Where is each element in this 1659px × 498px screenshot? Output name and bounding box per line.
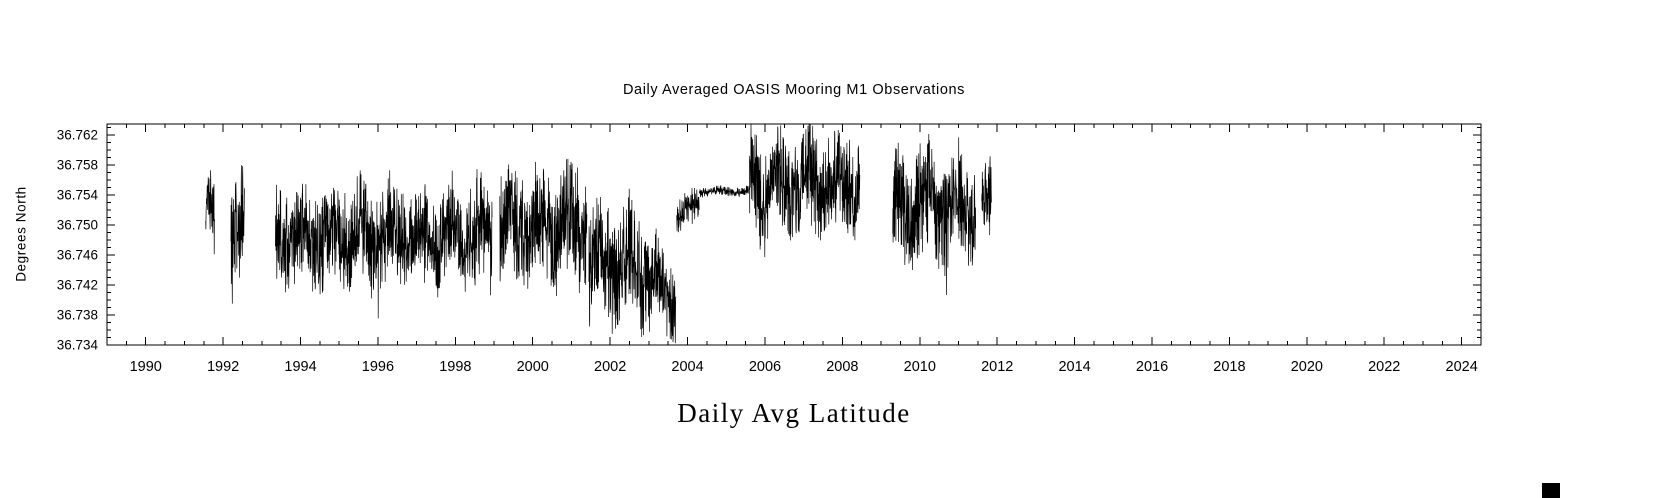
x-tick-label: 1994 [284,359,316,375]
x-tick-label: 2004 [671,359,703,375]
data-series-segment [749,124,861,258]
chart-title: Daily Averaged OASIS Mooring M1 Observat… [622,82,966,98]
data-series-segment [499,158,588,297]
data-series-segment [892,133,977,296]
x-tick-label: 1996 [362,359,394,375]
x-tick-label: 1992 [207,359,239,375]
black-corner-marker [1542,483,1560,498]
x-tick-label: 2012 [981,359,1013,375]
x-tick-label: 2006 [749,359,781,375]
x-tick-label: 2016 [1136,359,1168,375]
x-axis-title: Daily Avg Latitude [677,398,911,428]
data-series-segment [275,169,493,319]
y-tick-label: 36.742 [57,278,98,293]
data-series-segment [650,228,677,344]
data-series-segment [230,165,245,304]
x-tick-label: 2014 [1058,359,1090,375]
x-tick-label: 2002 [594,359,626,375]
data-series-segment [981,156,992,236]
y-tick-label: 36.746 [57,248,98,263]
y-tick-label: 36.758 [57,158,98,173]
y-tick-label: 36.754 [57,188,99,203]
x-tick-label: 2008 [826,359,858,375]
x-tick-label: 1990 [130,359,162,375]
x-tick-label: 1998 [439,359,471,375]
y-tick-label: 36.738 [57,308,98,323]
y-tick-label: 36.762 [57,128,98,143]
data-series-segment [205,170,215,255]
data-series-segment [588,188,652,338]
y-tick-label: 36.750 [57,218,98,233]
x-tick-label: 2022 [1368,359,1400,375]
plot-frame [106,123,1482,346]
x-tick-label: 2010 [904,359,936,375]
x-tick-label: 2024 [1446,359,1478,375]
x-tick-label: 2020 [1291,359,1323,375]
data-series-segment [698,185,750,198]
data-series-segment [676,187,700,233]
x-tick-label: 2018 [1213,359,1245,375]
x-tick-label: 2000 [517,359,549,375]
y-tick-label: 36.734 [57,338,99,353]
